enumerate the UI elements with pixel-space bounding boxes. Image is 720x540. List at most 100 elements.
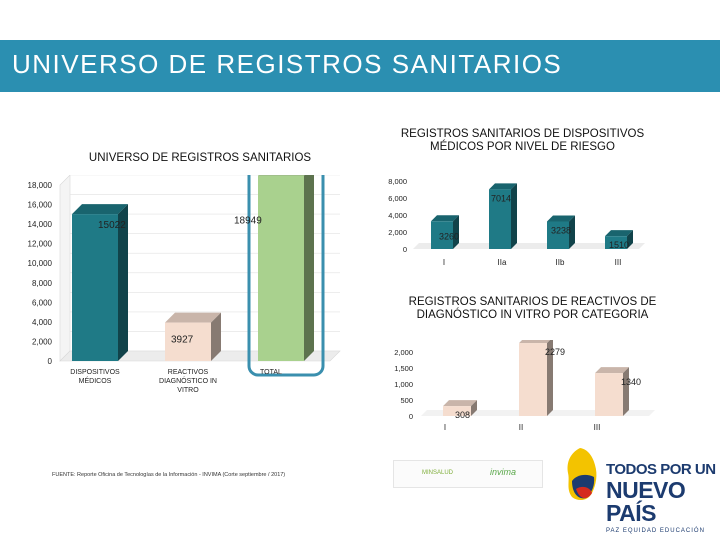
chart2-category-label: IIb [556,258,565,267]
chart1-ytick: 8,000 [32,279,53,288]
chart3-bar-0 [443,400,477,416]
gov-slogan-line2: NUEVO PAÍS [606,477,686,526]
chart1-bar-1-top [165,312,221,323]
chart1-bar-0-top [72,204,128,215]
chart1-bar-2 [258,175,314,361]
chart1-bar-1-side [211,312,221,361]
chart1-ytick: 6,000 [32,298,53,307]
chart3-bar-2-top [595,367,629,374]
chart2-value-label: 1510 [609,240,629,250]
chart1-ytick: 12,000 [28,240,53,249]
chart3-ytick: 1,500 [394,364,413,373]
chart1-title: UNIVERSO DE REGISTROS SANITARIOS [88,152,312,164]
chart1-bar-0-front [72,214,118,361]
title-banner [0,40,720,92]
chart2-bar-2 [547,215,575,249]
chart2-ytick: 4,000 [388,211,407,220]
chart1-bar-0-side [118,204,128,361]
chart2-bar-0 [431,215,459,249]
colombia-map-icon [567,448,597,501]
chart3-bar-2 [595,367,629,416]
chart1-ytick: 2,000 [32,337,53,346]
chart2-bar-1 [489,183,517,249]
chart1-bar-2-top [258,175,305,176]
chart1-ytick: 10,000 [28,259,53,268]
chart3-ytick: 2,000 [394,348,413,357]
chart2-floor [413,243,645,249]
chart2-bar-2-side [569,215,575,249]
chart3-bar-2-front [595,373,623,416]
chart1-category-label: REACTIVOS [168,369,209,376]
chart1-bar-2-side [304,175,314,361]
chart3-bar-2-side [623,367,629,416]
chart2-ytick: 0 [403,245,407,254]
chart1-category-label: VITRO [177,387,199,394]
chart2-bar-0-top [431,215,459,222]
chart2-svg: 0 2,000 4,000 6,000 8,000 3260 I 7014 IIa 3238 IIb… [388,177,645,267]
chart1-bar-1 [165,312,221,361]
chart1-ytick: 16,000 [28,201,53,210]
chart3-bar-0-top [443,400,477,407]
chart2-category-label: IIa [498,258,507,267]
chart1-category-label: DIAGNÓSTICO IN [159,376,217,385]
chart2-bar-0-front [431,221,453,249]
chart3-value-label: 308 [455,410,470,420]
chart2-bar-3-top [605,230,633,237]
chart1-ytick: 0 [48,357,53,366]
chart1-ytick: 18,000 [28,181,53,190]
chart3-bar-1 [519,340,553,416]
chart2-bar-3-side [627,230,633,249]
chart3-bar-0-front [443,406,471,416]
chart3-value-label: 2279 [545,347,565,357]
chart2-value-label: 7014 [491,193,511,203]
chart3-svg: 0 500 1,000 1,500 2,000 308 I 2279 II 1340 III [394,340,655,432]
chart1-svg: 0 2,000 4,000 6,000 8,000 10,000 12,000 14,000 1… [28,175,341,394]
chart1-value-label: 18949 [234,216,262,227]
chart2-value-label: 3260 [439,231,459,241]
chart2-bar-0-side [453,215,459,249]
chart1-bar-1-front [165,322,211,361]
gov-slogan-line3: PAZ EQUIDAD EDUCACIÓN [606,528,705,534]
chart1-sidewall [59,175,71,362]
chart3-bar-1-top [519,340,551,344]
chart2-bar-2-front [547,221,569,249]
chart3-value-label: 1340 [621,377,641,387]
chart3-ytick: 1,000 [394,380,413,389]
chart2-bar-1-top [489,183,517,190]
chart2-bar-3 [605,230,633,249]
chart1-value-label: 15022 [98,220,126,231]
chart3-title: REGISTROS SANITARIOS DE REACTIVOS DE DIA… [408,296,657,321]
chart2-category-label: III [615,258,622,267]
chart1-bar-0 [72,204,128,361]
chart1-category-label: MÉDICOS [79,376,112,385]
chart1-ytick: 4,000 [32,318,53,327]
gov-slogan-line1: TODOS POR UN [606,461,716,478]
chart3-category-label: II [519,423,523,432]
chart2-ytick: 8,000 [388,177,407,186]
chart2-bar-2-top [547,215,575,222]
chart2-bar-1-front [489,189,511,249]
chart1-category-label: DISPOSITIVOS [70,369,120,376]
chart3-bar-1-front [519,343,547,416]
chart2-ytick: 6,000 [388,194,407,203]
chart2-category-label: I [443,258,445,267]
chart3-bar-1-side [547,340,553,416]
chart2-bar-1-side [511,183,517,249]
gov-slogan: TODOS POR UN NUEVO PAÍS PAZ EQUIDAD EDUC… [606,462,720,534]
chart2-ytick: 2,000 [388,228,407,237]
chart3-ytick: 0 [409,412,413,421]
chart2-bar-3-front [605,236,627,249]
invima-logo: invima [490,467,517,477]
chart3-category-label: III [594,423,601,432]
chart1-value-label: 3927 [171,335,194,346]
chart1-category-label: TOTAL [260,369,282,376]
chart2-title: REGISTROS SANITARIOS DE DISPOSITIVOS MÉD… [400,128,645,153]
chart3-bar-0-side [471,400,477,416]
chart1-bar-2-front [258,175,304,361]
minsalud-logo: MINSALUD [422,470,454,476]
agency-logos: MINSALUD invima [393,460,543,488]
chart2-value-label: 3238 [551,225,571,235]
chart1-ytick: 14,000 [28,220,53,229]
chart3-category-label: I [444,423,446,432]
chart1-total-highlight [247,175,325,377]
